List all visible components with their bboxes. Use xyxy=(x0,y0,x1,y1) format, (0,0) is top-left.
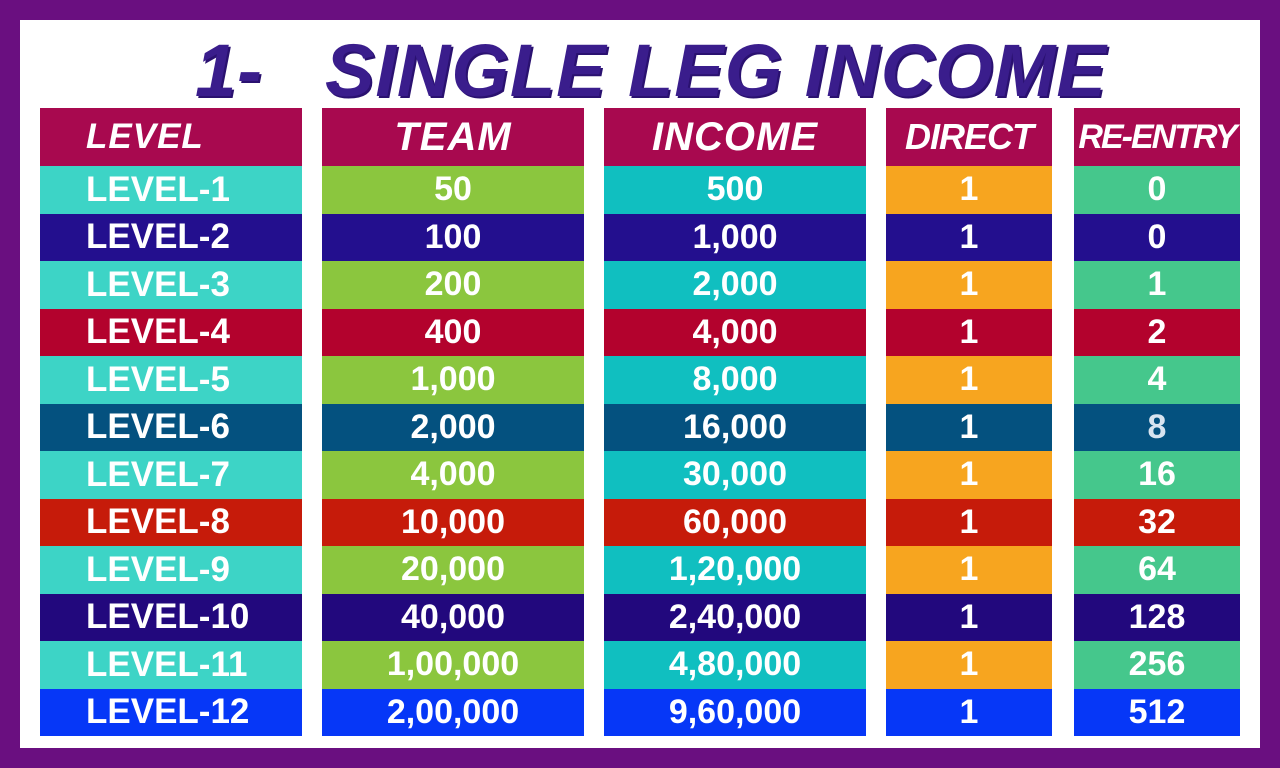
reentry-cell: 2 xyxy=(1074,308,1240,356)
income-cell: 60,000 xyxy=(604,498,866,546)
team-cell: 400 xyxy=(322,308,584,356)
level-cell: LEVEL-2 xyxy=(40,213,302,261)
reentry-cell: 8 xyxy=(1074,403,1240,451)
direct-cell: 1 xyxy=(886,166,1052,214)
direct-cell: 1 xyxy=(886,498,1052,546)
header-direct: DIRECT xyxy=(886,108,1052,166)
direct-cell: 1 xyxy=(886,451,1052,499)
team-cell: 20,000 xyxy=(322,546,584,594)
income-cell: 2,000 xyxy=(604,261,866,309)
team-cell: 40,000 xyxy=(322,593,584,641)
team-cell: 2,00,000 xyxy=(322,688,584,736)
team-cell: 100 xyxy=(322,213,584,261)
reentry-cell: 64 xyxy=(1074,546,1240,594)
header-team: TEAM xyxy=(322,108,584,166)
income-cell: 4,000 xyxy=(604,308,866,356)
direct-cell: 1 xyxy=(886,308,1052,356)
income-cell: 500 xyxy=(604,166,866,214)
reentry-cell: 128 xyxy=(1074,593,1240,641)
direct-cell: 1 xyxy=(886,356,1052,404)
direct-cell: 1 xyxy=(886,546,1052,594)
reentry-cell: 256 xyxy=(1074,641,1240,689)
team-cell: 4,000 xyxy=(322,451,584,499)
direct-cell: 1 xyxy=(886,688,1052,736)
income-cell: 4,80,000 xyxy=(604,641,866,689)
level-cell: LEVEL-9 xyxy=(40,546,302,594)
level-cell: LEVEL-4 xyxy=(40,308,302,356)
reentry-cell: 4 xyxy=(1074,356,1240,404)
income-chart-panel: 1- SINGLE LEG INCOME LEVEL LEVEL-1 LEVEL-… xyxy=(20,20,1260,748)
team-cell: 200 xyxy=(322,261,584,309)
team-cell: 1,000 xyxy=(322,356,584,404)
level-cell: LEVEL-6 xyxy=(40,403,302,451)
reentry-cell: 1 xyxy=(1074,261,1240,309)
income-column: INCOME 500 1,000 2,000 4,000 8,000 16,000 30,0… xyxy=(604,108,866,736)
team-cell: 2,000 xyxy=(322,403,584,451)
reentry-column: RE-ENTRY 0 0 1 2 4 8 16 32 64 128 256 512 xyxy=(1074,108,1240,736)
team-column: TEAM 50 100 200 400 1,000 2,000 4,000 10,000 20,… xyxy=(322,108,584,736)
reentry-cell: 32 xyxy=(1074,498,1240,546)
income-cell: 30,000 xyxy=(604,451,866,499)
team-cell: 1,00,000 xyxy=(322,641,584,689)
level-cell: LEVEL-12 xyxy=(40,688,302,736)
team-cell: 10,000 xyxy=(322,498,584,546)
header-reentry: RE-ENTRY xyxy=(1074,108,1240,166)
direct-cell: 1 xyxy=(886,261,1052,309)
level-cell: LEVEL-5 xyxy=(40,356,302,404)
level-cell: LEVEL-1 xyxy=(40,166,302,214)
reentry-cell: 0 xyxy=(1074,213,1240,261)
level-cell: LEVEL-7 xyxy=(40,451,302,499)
direct-cell: 1 xyxy=(886,403,1052,451)
income-cell: 9,60,000 xyxy=(604,688,866,736)
income-cell: 1,20,000 xyxy=(604,546,866,594)
level-cell: LEVEL-11 xyxy=(40,641,302,689)
reentry-cell: 0 xyxy=(1074,166,1240,214)
level-cell: LEVEL-8 xyxy=(40,498,302,546)
direct-cell: 1 xyxy=(886,213,1052,261)
title-number: 1- xyxy=(195,28,263,112)
header-income: INCOME xyxy=(604,108,866,166)
team-cell: 50 xyxy=(322,166,584,214)
page-title: 1- SINGLE LEG INCOME xyxy=(20,28,1260,112)
direct-cell: 1 xyxy=(886,593,1052,641)
income-cell: 2,40,000 xyxy=(604,593,866,641)
title-text: SINGLE LEG INCOME xyxy=(325,28,1107,112)
level-column: LEVEL LEVEL-1 LEVEL-2 LEVEL-3 LEVEL-4 LEVEL-… xyxy=(40,108,302,736)
income-cell: 8,000 xyxy=(604,356,866,404)
income-cell: 16,000 xyxy=(604,403,866,451)
level-cell: LEVEL-3 xyxy=(40,261,302,309)
reentry-cell: 512 xyxy=(1074,688,1240,736)
income-cell: 1,000 xyxy=(604,213,866,261)
reentry-cell: 16 xyxy=(1074,451,1240,499)
header-level: LEVEL xyxy=(40,108,302,166)
direct-cell: 1 xyxy=(886,641,1052,689)
level-cell: LEVEL-10 xyxy=(40,593,302,641)
